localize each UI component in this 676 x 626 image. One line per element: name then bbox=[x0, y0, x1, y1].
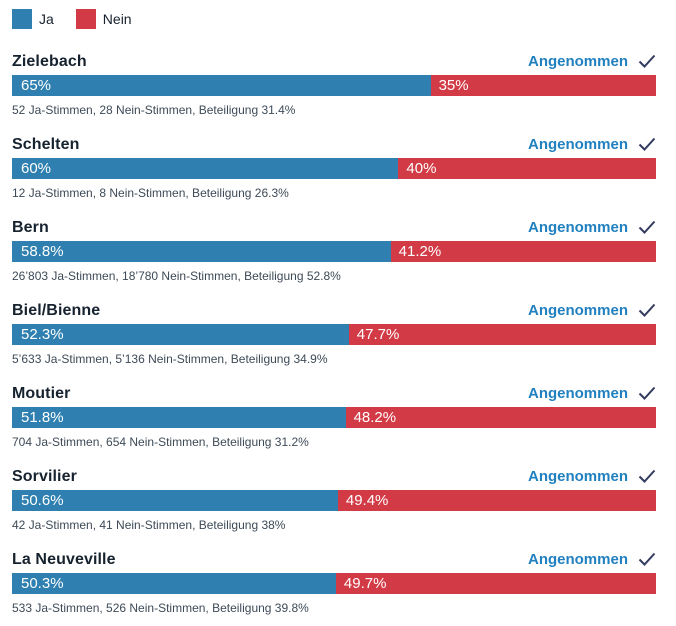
vote-details: 52 Ja-Stimmen, 28 Nein-Stimmen, Beteilig… bbox=[12, 103, 296, 117]
no-percentage-label: 49.4% bbox=[345, 492, 389, 509]
result-bar: 60% 40% bbox=[12, 158, 656, 179]
yes-percentage-label: 60% bbox=[21, 160, 52, 177]
municipality-name: Bern bbox=[12, 218, 49, 236]
nein-legend-label: Nein bbox=[102, 11, 132, 27]
result-status: Angenommen bbox=[528, 136, 656, 153]
check-icon bbox=[638, 220, 656, 234]
status-label: Angenommen bbox=[527, 468, 628, 485]
check-icon bbox=[638, 137, 656, 151]
status-label: Angenommen bbox=[527, 53, 628, 70]
yes-bar-segment: 50.3% bbox=[12, 573, 336, 594]
municipality-result-row: Bern Angenommen 58.8% 41.2% 26’803 Ja-St… bbox=[12, 218, 656, 284]
vote-details: 12 Ja-Stimmen, 8 Nein-Stimmen, Beteiligu… bbox=[12, 186, 289, 200]
result-bar: 58.8% 41.2% bbox=[12, 241, 656, 262]
legend: Ja Nein bbox=[12, 9, 656, 29]
row-header: Schelten Angenommen bbox=[12, 135, 656, 154]
check-icon bbox=[638, 386, 656, 400]
row-header: Zielebach Angenommen bbox=[12, 52, 656, 71]
yes-percentage-label: 52.3% bbox=[21, 326, 64, 343]
row-header: La Neuveville Angenommen bbox=[12, 550, 656, 569]
municipality-name: Sorvilier bbox=[12, 467, 77, 485]
row-header: Moutier Angenommen bbox=[12, 384, 656, 403]
check-icon bbox=[638, 552, 656, 566]
ja-legend-swatch bbox=[12, 9, 32, 29]
municipality-name: Zielebach bbox=[12, 52, 87, 70]
no-percentage-label: 40% bbox=[406, 160, 437, 177]
no-percentage-label: 47.7% bbox=[356, 326, 400, 343]
result-status: Angenommen bbox=[528, 551, 656, 568]
no-percentage-label: 48.2% bbox=[353, 409, 397, 426]
yes-percentage-label: 50.3% bbox=[21, 575, 64, 592]
result-bar: 52.3% 47.7% bbox=[12, 324, 656, 345]
yes-bar-segment: 51.8% bbox=[12, 407, 346, 428]
no-bar-segment: 49.7% bbox=[335, 573, 656, 594]
result-bar: 50.6% 49.4% bbox=[12, 490, 656, 511]
no-percentage-label: 41.2% bbox=[398, 243, 442, 260]
yes-percentage-label: 65% bbox=[21, 77, 52, 94]
status-label: Angenommen bbox=[527, 136, 628, 153]
municipality-result-row: Moutier Angenommen 51.8% 48.2% 704 Ja-St… bbox=[12, 384, 656, 450]
yes-percentage-label: 58.8% bbox=[21, 243, 64, 260]
vote-details: 26’803 Ja-Stimmen, 18’780 Nein-Stimmen, … bbox=[12, 269, 341, 283]
status-label: Angenommen bbox=[527, 385, 628, 402]
yes-bar-segment: 60% bbox=[12, 158, 399, 179]
no-bar-segment: 40% bbox=[398, 158, 656, 179]
row-header: Sorvilier Angenommen bbox=[12, 467, 656, 486]
yes-bar-segment: 50.6% bbox=[12, 490, 338, 511]
no-bar-segment: 48.2% bbox=[345, 407, 656, 428]
row-header: Biel/Bienne Angenommen bbox=[12, 301, 656, 320]
vote-details: 533 Ja-Stimmen, 526 Nein-Stimmen, Beteil… bbox=[12, 601, 309, 615]
no-bar-segment: 47.7% bbox=[348, 324, 656, 345]
result-bar: 51.8% 48.2% bbox=[12, 407, 656, 428]
check-icon bbox=[638, 469, 656, 483]
vote-details: 42 Ja-Stimmen, 41 Nein-Stimmen, Beteilig… bbox=[12, 518, 286, 532]
result-status: Angenommen bbox=[528, 219, 656, 236]
municipality-result-row: Biel/Bienne Angenommen 52.3% 47.7% 5’633… bbox=[12, 301, 656, 367]
result-status: Angenommen bbox=[528, 302, 656, 319]
yes-percentage-label: 51.8% bbox=[21, 409, 64, 426]
vote-details: 5’633 Ja-Stimmen, 5’136 Nein-Stimmen, Be… bbox=[12, 352, 328, 366]
yes-bar-segment: 58.8% bbox=[12, 241, 391, 262]
no-bar-segment: 49.4% bbox=[337, 490, 656, 511]
municipality-result-row: La Neuveville Angenommen 50.3% 49.7% 533… bbox=[12, 550, 656, 616]
ja-legend-label: Ja bbox=[39, 11, 54, 27]
check-icon bbox=[638, 303, 656, 317]
results-list: Zielebach Angenommen 65% 35% 52 Ja-Stimm… bbox=[12, 52, 656, 616]
result-bar: 65% 35% bbox=[12, 75, 656, 96]
result-status: Angenommen bbox=[528, 53, 656, 70]
municipality-name: Biel/Bienne bbox=[12, 301, 101, 319]
status-label: Angenommen bbox=[527, 219, 628, 236]
yes-percentage-label: 50.6% bbox=[21, 492, 64, 509]
status-label: Angenommen bbox=[527, 551, 628, 568]
municipality-name: Moutier bbox=[12, 384, 71, 402]
check-icon bbox=[638, 54, 656, 68]
municipality-result-row: Zielebach Angenommen 65% 35% 52 Ja-Stimm… bbox=[12, 52, 656, 118]
row-header: Bern Angenommen bbox=[12, 218, 656, 237]
municipality-name: La Neuveville bbox=[12, 550, 116, 568]
nein-legend-swatch bbox=[75, 9, 96, 29]
no-bar-segment: 35% bbox=[430, 75, 656, 96]
result-status: Angenommen bbox=[528, 385, 656, 402]
status-label: Angenommen bbox=[527, 302, 628, 319]
municipality-result-row: Sorvilier Angenommen 50.6% 49.4% 42 Ja-S… bbox=[12, 467, 656, 533]
no-percentage-label: 35% bbox=[438, 77, 469, 94]
result-bar: 50.3% 49.7% bbox=[12, 573, 656, 594]
yes-bar-segment: 52.3% bbox=[12, 324, 349, 345]
no-bar-segment: 41.2% bbox=[390, 241, 656, 262]
yes-bar-segment: 65% bbox=[12, 75, 431, 96]
municipality-result-row: Schelten Angenommen 60% 40% 12 Ja-Stimme… bbox=[12, 135, 656, 201]
municipality-name: Schelten bbox=[12, 135, 80, 153]
result-status: Angenommen bbox=[528, 468, 656, 485]
vote-details: 704 Ja-Stimmen, 654 Nein-Stimmen, Beteil… bbox=[12, 435, 309, 449]
no-percentage-label: 49.7% bbox=[343, 575, 387, 592]
